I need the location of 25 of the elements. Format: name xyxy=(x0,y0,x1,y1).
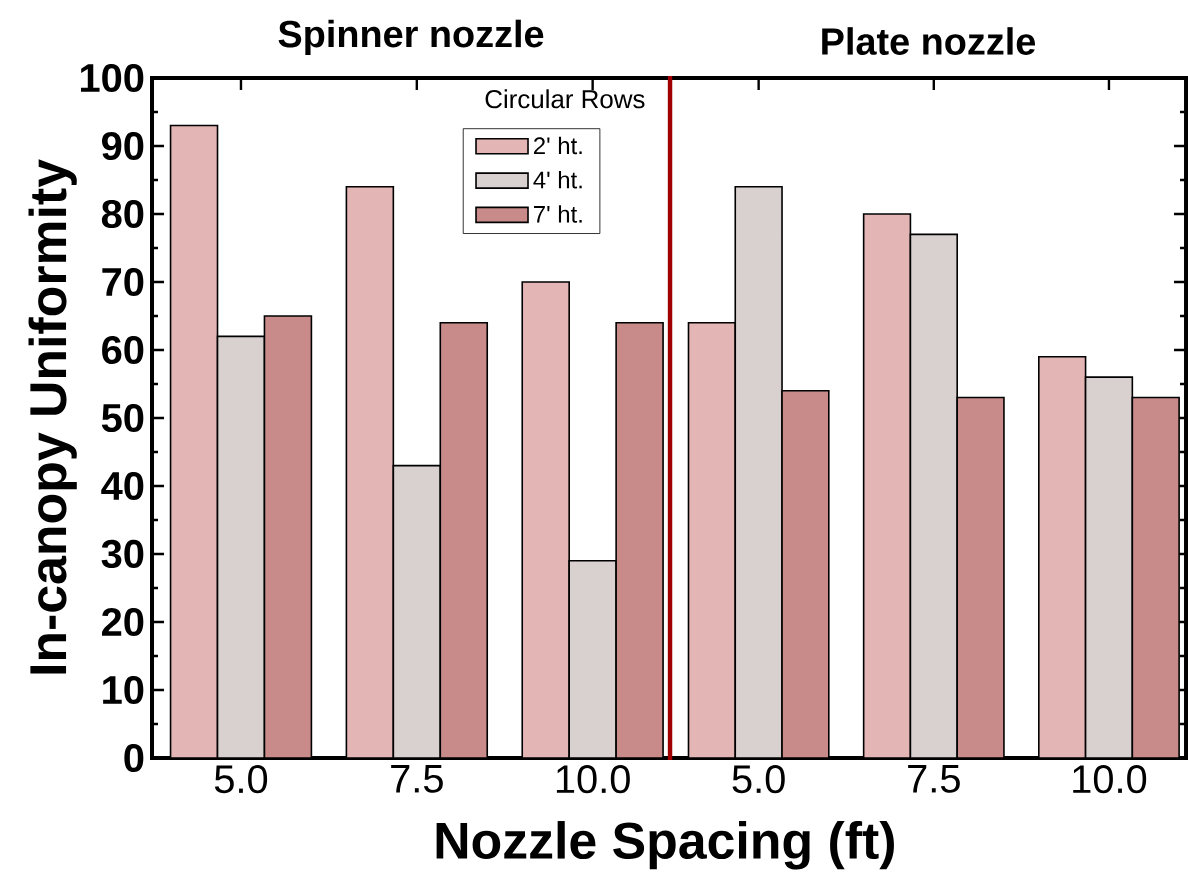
y-tick-label: 10 xyxy=(103,675,144,705)
chart-title: Plate nozzle xyxy=(822,27,1036,55)
legend-label: 2' ht. xyxy=(533,136,582,155)
x-tick-label: 5.0 xyxy=(214,765,268,794)
x-tick-label: 10.0 xyxy=(1073,765,1147,794)
x-tick-label: 10.0 xyxy=(556,765,630,794)
x-tick-label: 7.5 xyxy=(908,765,960,793)
y-axis-title: In-canopy Uniformity xyxy=(28,159,77,674)
y-tick-label: 70 xyxy=(102,267,144,297)
y-tick-label: 50 xyxy=(101,403,144,433)
y-tick-label: 30 xyxy=(101,539,144,569)
y-tick-label: 80 xyxy=(101,199,144,229)
chart-title: Spinner nozzle xyxy=(278,19,544,55)
x-tick-label: 5.0 xyxy=(732,765,785,794)
y-tick-label: 0 xyxy=(124,743,144,773)
y-tick-label: 40 xyxy=(101,471,144,501)
legend-label: 7' ht. xyxy=(534,205,582,223)
x-tick-label: 7.5 xyxy=(391,765,443,793)
legend-title: Circular Rows xyxy=(485,89,645,109)
y-tick-label: 20 xyxy=(102,607,144,637)
y-tick-label: 60 xyxy=(102,335,144,365)
x-axis-title: Nozzle Spacing (ft) xyxy=(436,821,894,870)
y-tick-label: 90 xyxy=(102,131,144,161)
y-tick-label: 100 xyxy=(80,63,144,93)
legend-label: 4' ht. xyxy=(533,170,582,189)
